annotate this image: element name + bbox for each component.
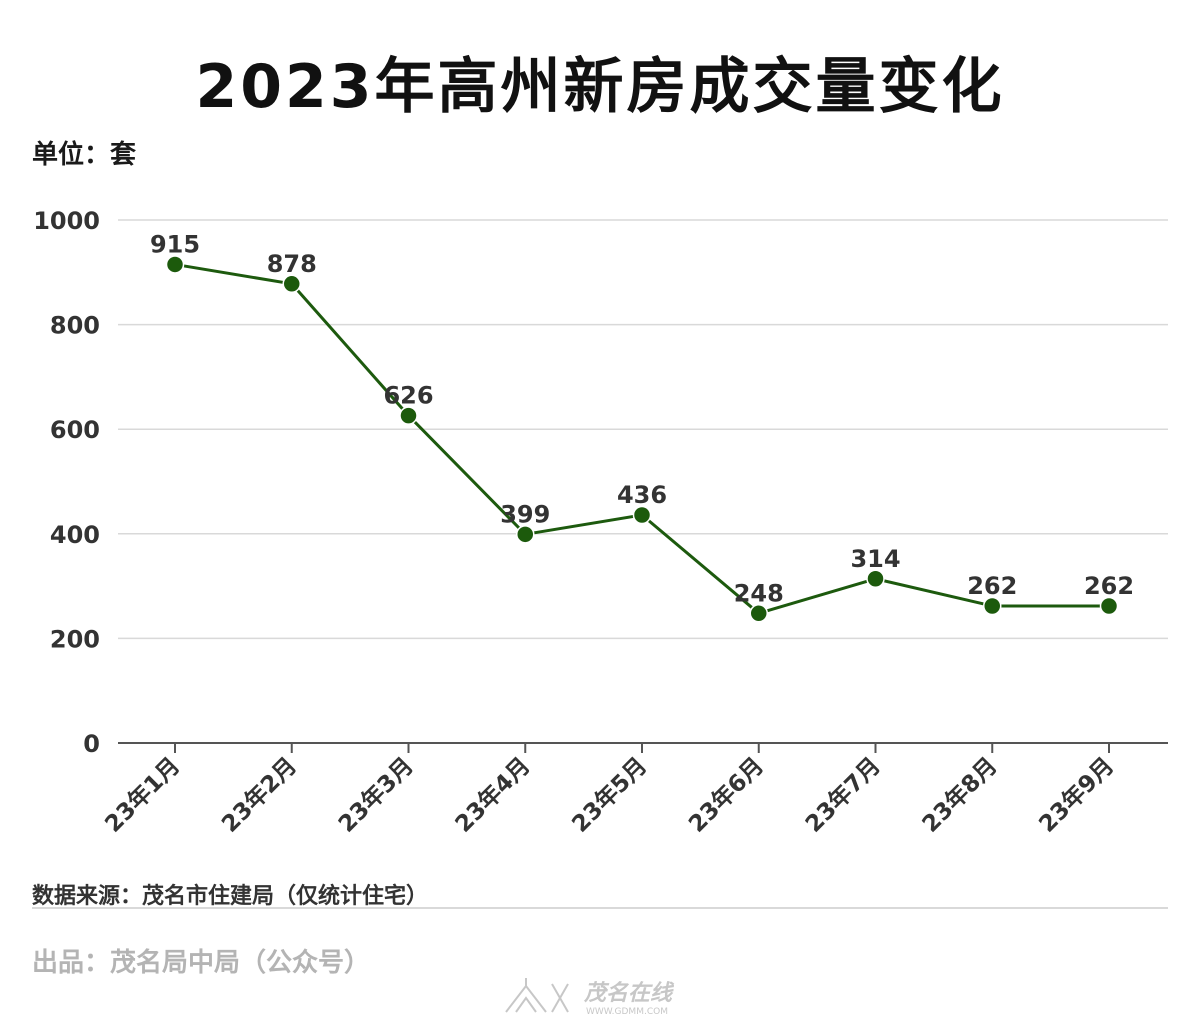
publisher-note: 出品：茂名局中局（公众号） [32,948,371,978]
data-point [749,604,768,623]
y-tick-label: 800 [50,312,100,340]
x-tick-label: 23年6月 [683,752,769,838]
x-tick-label: 23年4月 [450,752,536,838]
y-axis-tick-labels: 0 200 400 600 800 1000 [33,207,100,758]
data-label: 314 [850,545,900,573]
footer-divider [32,907,1168,909]
series-line [174,262,1109,615]
data-point [632,505,652,525]
x-tick-label: 23年5月 [567,752,653,838]
x-tick-label: 23年9月 [1034,752,1120,838]
x-tick-label: 23年3月 [333,752,419,838]
watermark-url: WWW.GDMM.COM [586,1007,668,1017]
data-label: 399 [500,500,550,528]
data-label: 262 [967,572,1017,600]
data-label: 262 [1084,572,1134,600]
data-point [165,255,185,274]
data-point [1099,596,1119,616]
x-tick-label: 23年2月 [216,752,302,838]
y-tick-label: 600 [50,416,100,444]
data-point [866,569,885,589]
x-tick-label: 23年1月 [100,752,186,838]
watermark-name: 茂名在线 [583,981,675,1006]
y-tick-label: 1000 [33,207,100,235]
y-tick-label: 200 [50,625,100,653]
y-tick-label: 400 [50,521,100,549]
chart-title: 2023年高州新房成交量变化 [195,52,1005,122]
source-note: 数据来源：茂名市住建局（仅统计住宅） [32,884,429,909]
x-axis [118,742,1168,753]
data-point [983,596,1002,616]
data-label: 915 [150,230,200,258]
x-axis-tick-labels: 23年1月 23年2月 23年3月 23年4月 23年5月 23年6月 23年7月 23年8月… [100,752,1120,838]
x-tick-label: 23年7月 [800,752,886,838]
data-point [399,406,418,425]
data-point [282,274,301,294]
data-point [516,525,535,544]
data-label: 248 [734,579,784,607]
grid-lines [118,219,1168,640]
data-label: 878 [267,250,317,278]
y-tick-label: 0 [83,730,100,758]
x-tick-label: 23年8月 [917,752,1003,838]
unit-label: 单位：套 [32,140,137,170]
data-label: 626 [383,382,433,410]
watermark-emblem-icon [505,978,569,1013]
watermark-logo: 茂名在线 WWW.GDMM.COM [505,978,675,1017]
data-labels: 915 878 626 399 436 248 314 262 262 [150,230,1134,607]
series-volume [165,255,1119,623]
data-label: 436 [617,481,667,509]
